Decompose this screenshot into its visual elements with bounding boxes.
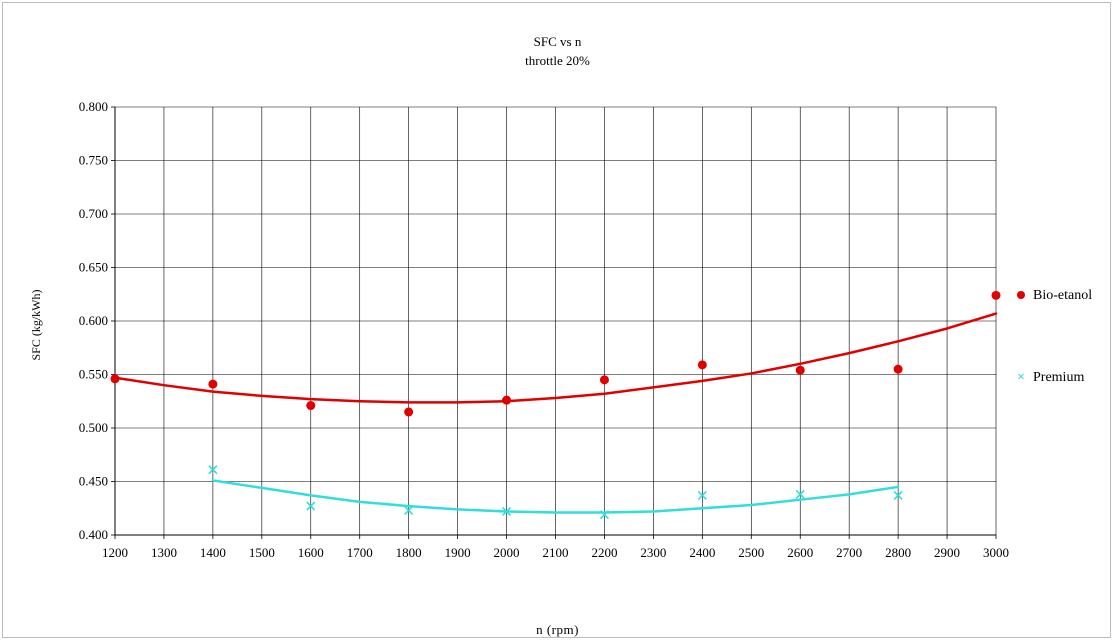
x-marker-icon: × — [1017, 370, 1025, 385]
data-point-premium — [501, 506, 512, 517]
x-tick-label: 3000 — [983, 545, 1009, 560]
y-tick-label: 0.400 — [79, 527, 108, 542]
data-markers — [110, 290, 1001, 520]
y-axis-label: SFC (kg/kWh) — [29, 289, 43, 360]
data-point-premium — [306, 501, 316, 511]
data-point-bio-etanol — [502, 395, 512, 405]
x-tick-label: 1300 — [151, 545, 177, 560]
data-point-bio-etanol — [208, 379, 218, 389]
data-point-bio-etanol — [599, 375, 609, 385]
data-point-bio-etanol — [697, 360, 707, 370]
trendline-premium — [211, 479, 900, 514]
tick-labels: 1200 1300 1400 1500 1600 1700 1800 1900 2000 2100… — [79, 99, 1009, 560]
data-point-bio-etanol — [404, 407, 414, 417]
x-tick-label: 1900 — [445, 545, 471, 560]
x-tick-label: 2200 — [591, 545, 617, 560]
y-tick-label: 0.550 — [79, 367, 108, 382]
y-tick-label: 0.700 — [79, 206, 108, 221]
data-point-bio-etanol — [893, 364, 903, 374]
x-tick-label: 1700 — [347, 545, 373, 560]
circle-marker-icon — [1015, 289, 1027, 303]
y-tick-label: 0.600 — [79, 313, 108, 328]
x-tick-label: 1200 — [102, 545, 128, 560]
data-point-premium — [208, 465, 218, 475]
y-tick-label: 0.450 — [79, 474, 108, 489]
trendlines — [113, 312, 998, 514]
x-axis-label: n (rpm) — [536, 622, 579, 637]
data-point-premium — [795, 489, 805, 499]
x-tick-label: 1500 — [249, 545, 275, 560]
x-tick-label: 2600 — [787, 545, 813, 560]
x-tick-label: 2900 — [934, 545, 960, 560]
chart-title: SFC vs n — [533, 34, 582, 49]
legend-item-premium: × Premium — [1015, 370, 1084, 386]
data-point-bio-etanol — [991, 290, 1001, 300]
y-tick-label: 0.800 — [79, 99, 108, 114]
data-point-bio-etanol — [110, 374, 120, 384]
legend-label-premium: Premium — [1033, 370, 1085, 385]
x-tick-label: 1800 — [396, 545, 422, 560]
x-tick-label: 2300 — [640, 545, 666, 560]
data-point-premium — [893, 490, 903, 500]
y-tick-label: 0.500 — [79, 420, 108, 435]
data-point-bio-etanol — [795, 365, 805, 375]
y-tick-label: 0.650 — [79, 260, 108, 275]
x-tick-label: 1400 — [200, 545, 226, 560]
data-point-premium — [404, 505, 414, 515]
x-tick-label: 2700 — [836, 545, 862, 560]
axes — [111, 106, 997, 539]
x-tick-label: 2100 — [543, 545, 569, 560]
x-tick-label: 1600 — [298, 545, 324, 560]
x-tick-label: 2400 — [689, 545, 715, 560]
x-tick-label: 2800 — [885, 545, 911, 560]
chart-subtitle: throttle 20% — [525, 53, 590, 68]
legend-label-bio-etanol: Bio-etanol — [1033, 288, 1093, 303]
legend-item-bio-etanol: Bio-etanol — [1015, 288, 1092, 304]
x-tick-label: 2500 — [738, 545, 764, 560]
y-tick-label: 0.750 — [79, 153, 108, 168]
grid-lines — [114, 106, 997, 536]
data-point-bio-etanol — [306, 401, 316, 411]
data-point-premium — [697, 490, 707, 500]
data-point-premium — [599, 510, 610, 520]
trendline-bio-etanol — [113, 312, 998, 404]
x-tick-label: 2000 — [494, 545, 520, 560]
